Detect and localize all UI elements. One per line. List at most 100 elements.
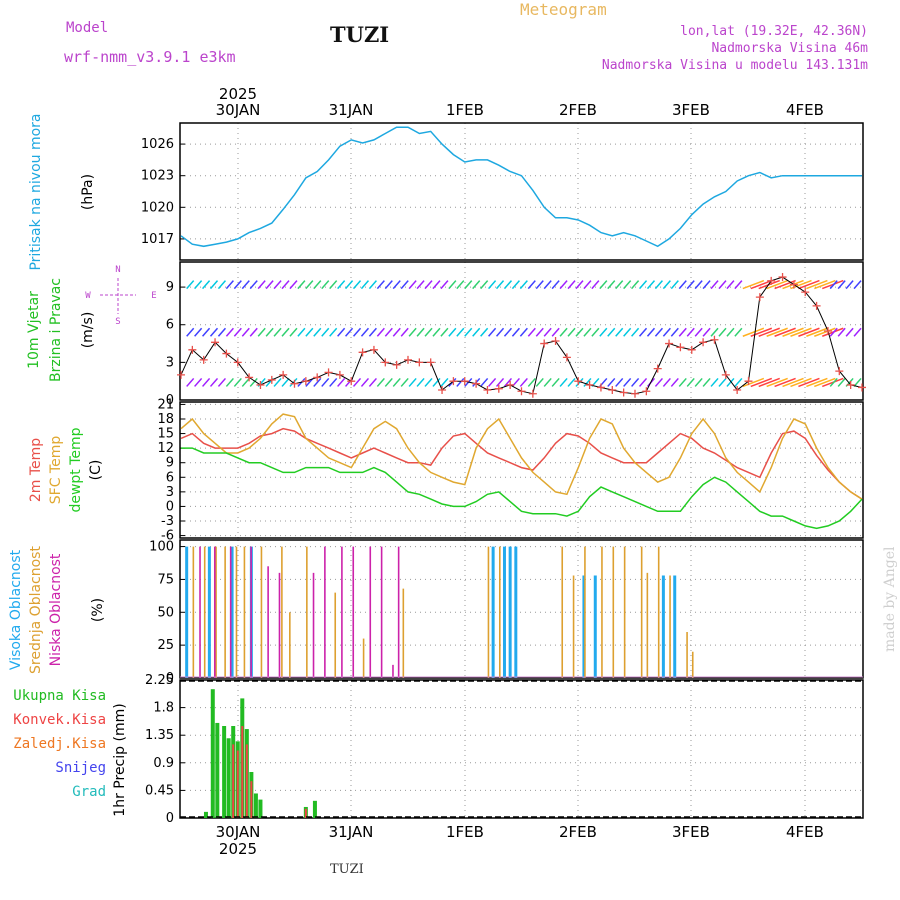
wind-gust-marker [778, 273, 787, 282]
wind-barb [440, 280, 449, 290]
wind-gust-marker [789, 280, 798, 289]
wind-barb [225, 377, 234, 387]
wind-gust-marker [733, 385, 742, 394]
temp-legend-2m: 2m Temp [28, 438, 44, 502]
wind-barb [837, 377, 846, 387]
wind-barb [313, 377, 322, 387]
temp-legend-sfc: SFC Temp [48, 436, 64, 505]
wind-barb [448, 327, 457, 337]
wind-barb [726, 377, 735, 387]
wind-gust-marker [665, 339, 674, 348]
wind-barb [678, 377, 687, 387]
y-tick-label: -3 [161, 514, 174, 529]
wind-barb [472, 327, 481, 337]
wind-barb [814, 327, 836, 337]
wind-gust-marker [472, 379, 481, 388]
wind-barb [726, 280, 735, 290]
precip-legend-item: Ukupna Kisa [13, 688, 106, 704]
y-tick-label: 3 [166, 355, 174, 370]
wind-barb [702, 280, 711, 290]
wind-barb [209, 377, 219, 387]
wind-gust-marker [233, 358, 242, 367]
compass-west: W [85, 291, 91, 301]
wind-gust-marker [324, 368, 333, 377]
wind-gust-marker [619, 388, 628, 397]
wind-barb [217, 280, 227, 290]
wind-barb [766, 279, 788, 290]
wind-barb [654, 377, 663, 387]
temp-line-sfc-temp [180, 413, 863, 500]
compass-east: E [151, 291, 156, 301]
wind-gust-marker [528, 389, 537, 398]
wind-barb [305, 327, 314, 337]
wind-barb [742, 377, 765, 388]
wind-barb [710, 377, 719, 387]
precip-frame [179, 679, 864, 819]
wind-barb [670, 327, 679, 337]
wind-barb [360, 377, 370, 387]
wind-barb [631, 377, 640, 387]
wind-barb [503, 327, 513, 337]
wind-barb [265, 280, 274, 290]
coordinates: lon,lat (19.32E, 42.36N) [680, 24, 868, 39]
wind-gust-marker [301, 377, 310, 386]
wind-barb [352, 280, 362, 290]
model-label: Model [66, 20, 109, 36]
wind-barb [345, 327, 354, 337]
wind-gust-marker [653, 364, 662, 373]
bottom-axis-label: 3FEB [672, 823, 710, 841]
wind-barb [829, 377, 838, 387]
station-title: TUZI [330, 22, 390, 47]
wind-barb [217, 377, 227, 387]
wind-barb [734, 280, 743, 290]
wind-barb [337, 327, 346, 337]
wind-barb [670, 280, 679, 290]
wind-barb [646, 327, 656, 337]
wind-barb [551, 377, 560, 387]
wind-barb [257, 327, 266, 337]
wind-barb [495, 377, 505, 387]
wind-barb [615, 327, 624, 337]
wind-gust-marker [823, 327, 832, 335]
wind-panel: 0 3 6 9 [166, 261, 866, 408]
wind-barb [400, 280, 409, 290]
wind-barb [273, 280, 282, 290]
wind-barb [790, 327, 812, 337]
wind-barb [194, 377, 203, 387]
wind-barb [623, 377, 632, 387]
wind-barb [194, 280, 203, 290]
wind-barb [782, 377, 804, 388]
temp-ylabel: (C) [88, 460, 104, 481]
wind-gust-marker [313, 373, 322, 382]
model-name: wrf-nmm_v3.9.1 e3km [64, 48, 236, 66]
wind-barb [583, 280, 592, 290]
pressure-frame [179, 122, 864, 261]
wind-frame [179, 261, 864, 401]
wind-barb [845, 280, 854, 290]
wind-barb [654, 327, 663, 337]
wind-gust-marker [608, 385, 617, 394]
y-tick-label: 100 [149, 540, 174, 555]
precip-bar [215, 722, 220, 818]
wind-barb [798, 279, 820, 290]
temp-legend-dewpt: dewpt Temp [68, 427, 84, 512]
wind-barb [646, 280, 656, 290]
wind-barb [806, 327, 828, 337]
wind-barb [543, 327, 552, 337]
wind-barb [432, 327, 441, 337]
wind-barb [686, 377, 695, 387]
wind-gust-marker [267, 375, 276, 384]
wind-barb [337, 377, 346, 387]
wind-barb [265, 327, 274, 337]
precip-bar [232, 744, 235, 818]
pressure-line [180, 126, 862, 248]
wind-barb [217, 327, 227, 337]
wind-barb [384, 327, 393, 337]
wind-barb [575, 377, 584, 387]
wind-barb [408, 327, 417, 337]
y-tick-label: 0 [166, 499, 174, 514]
wind-barb [305, 280, 314, 290]
wind-barb [511, 327, 520, 337]
wind-barb [535, 327, 544, 337]
wind-barb [750, 377, 773, 388]
